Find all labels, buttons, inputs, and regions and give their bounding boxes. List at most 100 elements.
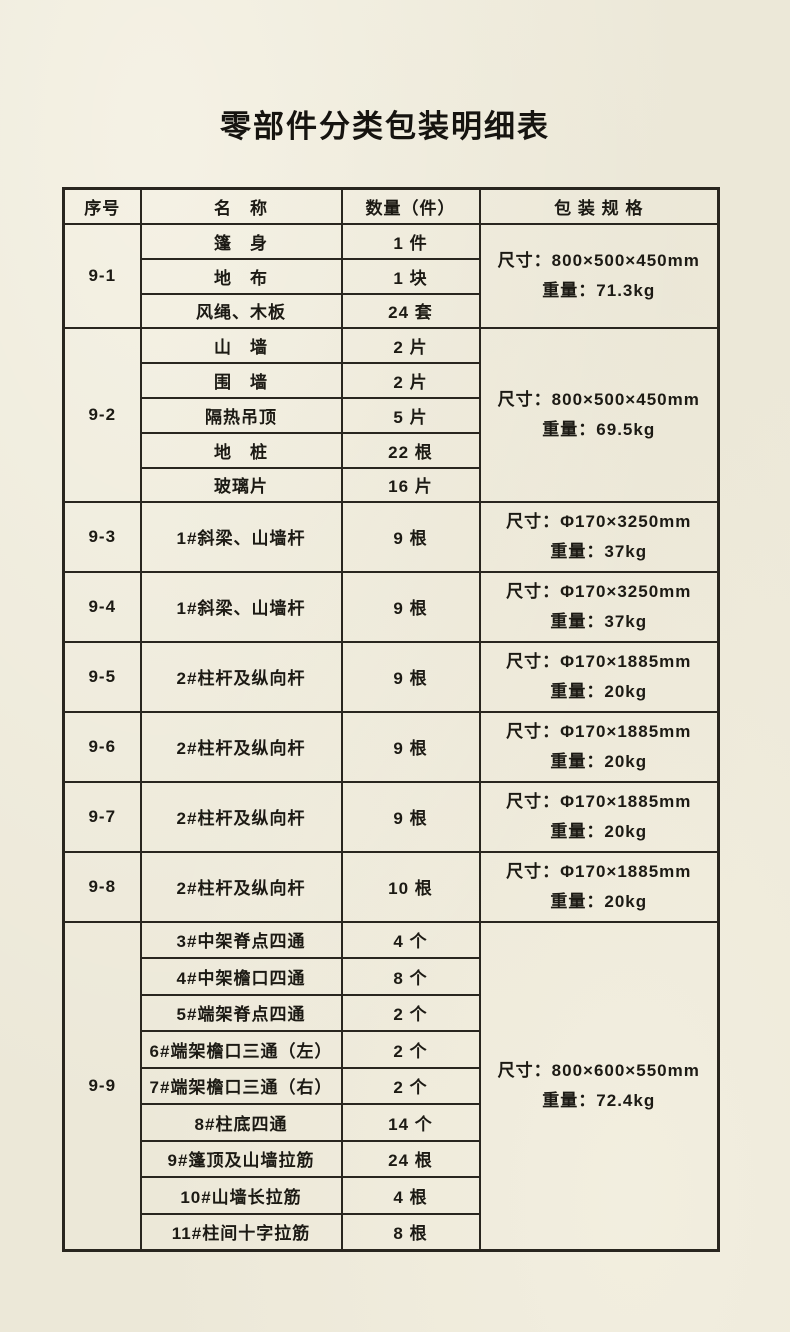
table-row: 9-2 山 墙 2 片 尺寸：800×500×450mm 重量：69.5kg	[62, 326, 720, 503]
spec-weight-line: 重量：20kg	[550, 751, 648, 771]
spec-cell-9-2: 尺寸：800×500×450mm 重量：69.5kg	[478, 326, 720, 503]
spec-cell-9-5: 尺寸：Φ170×1885mm 重量：20kg	[478, 640, 720, 713]
table-row: 9#篷顶及山墙拉筋 24 根	[64, 1139, 719, 1178]
spec-size-line: 尺寸：Φ170×1885mm	[506, 651, 692, 671]
part-qty-cell: 1 块	[340, 257, 481, 295]
spec-weight-line: 重量：72.4kg	[542, 1090, 656, 1110]
column-header-spec: 包 装 规 格	[478, 187, 720, 225]
part-qty-cell: 16 片	[340, 466, 481, 503]
group-id-9-8: 9-8	[62, 850, 142, 923]
part-name-cell: 隔热吊顶	[139, 396, 343, 434]
part-qty-cell: 9 根	[340, 780, 481, 853]
part-qty-cell: 9 根	[340, 500, 481, 573]
part-name-cell: 7#端架檐口三通（右）	[139, 1066, 343, 1105]
part-name-cell: 2#柱杆及纵向杆	[139, 850, 343, 923]
spec-weight-line: 重量：69.5kg	[542, 419, 656, 439]
table-row: 6#端架檐口三通（左） 2 个	[64, 1030, 719, 1069]
spec-size-line: 尺寸：800×500×450mm	[497, 250, 700, 270]
table-row: 玻璃片 16 片	[64, 466, 719, 503]
spec-cell-9-6: 尺寸：Φ170×1885mm 重量：20kg	[478, 710, 720, 783]
spec-weight-line: 重量：37kg	[550, 541, 648, 561]
table-row: 10#山墙长拉筋 4 根	[64, 1176, 719, 1215]
table-row: 风绳、木板 24 套	[64, 292, 719, 329]
part-qty-cell: 14 个	[340, 1103, 481, 1142]
table-row: 9-9 3#中架脊点四通 4 个 尺寸：800×600×550mm 重量：72.…	[62, 920, 720, 1251]
part-name-cell: 地 桩	[139, 431, 343, 469]
spec-size-line: 尺寸：Φ170×3250mm	[506, 511, 692, 531]
spec-cell-9-1: 尺寸：800×500×450mm 重量：71.3kg	[478, 222, 720, 329]
part-qty-cell: 4 个	[340, 920, 481, 959]
part-qty-cell: 8 根	[340, 1212, 481, 1251]
group-id-9-3: 9-3	[62, 500, 142, 573]
part-qty-cell: 2 个	[340, 993, 481, 1032]
part-name-cell: 5#端架脊点四通	[139, 993, 343, 1032]
table-header-row: 序号 名 称 数量（件） 包 装 规 格	[62, 187, 720, 225]
spec-cell-9-4: 尺寸：Φ170×3250mm 重量：37kg	[478, 570, 720, 643]
group-id-9-4: 9-4	[62, 570, 142, 643]
part-qty-cell: 2 个	[340, 1030, 481, 1069]
spec-size-line: 尺寸：Φ170×1885mm	[506, 791, 692, 811]
column-header-index: 序号	[62, 187, 142, 225]
part-qty-cell: 2 片	[340, 361, 481, 399]
spec-cell-9-7: 尺寸：Φ170×1885mm 重量：20kg	[478, 780, 720, 853]
table-row: 地 布 1 块	[64, 257, 719, 295]
part-name-cell: 地 布	[139, 257, 343, 295]
part-name-cell: 9#篷顶及山墙拉筋	[139, 1139, 343, 1178]
table-row: 围 墙 2 片	[64, 361, 719, 399]
part-name-cell: 2#柱杆及纵向杆	[139, 780, 343, 853]
table-row: 9-5 2#柱杆及纵向杆 9 根 尺寸：Φ170×1885mm 重量：20kg	[62, 640, 720, 713]
part-name-cell: 1#斜梁、山墙杆	[139, 570, 343, 643]
group-id-9-5: 9-5	[62, 640, 142, 713]
part-name-cell: 篷 身	[139, 222, 343, 260]
group-id-9-2: 9-2	[62, 326, 142, 503]
spec-size-line: 尺寸：Φ170×3250mm	[506, 581, 692, 601]
column-header-qty: 数量（件）	[340, 187, 481, 225]
table-row: 5#端架脊点四通 2 个	[64, 993, 719, 1032]
part-qty-cell: 9 根	[340, 570, 481, 643]
table-row: 4#中架檐口四通 8 个	[64, 957, 719, 996]
part-qty-cell: 5 片	[340, 396, 481, 434]
spec-cell-9-3: 尺寸：Φ170×3250mm 重量：37kg	[478, 500, 720, 573]
part-qty-cell: 24 套	[340, 292, 481, 329]
part-qty-cell: 4 根	[340, 1176, 481, 1215]
page-title: 零部件分类包装明细表	[220, 109, 550, 144]
parts-packing-table: 序号 名 称 数量（件） 包 装 规 格 9-1 篷 身 1 件 尺寸：800×…	[62, 187, 720, 1252]
part-qty-cell: 9 根	[340, 710, 481, 783]
part-name-cell: 2#柱杆及纵向杆	[139, 710, 343, 783]
part-qty-cell: 8 个	[340, 957, 481, 996]
table-row: 11#柱间十字拉筋 8 根	[64, 1212, 719, 1251]
part-qty-cell: 22 根	[340, 431, 481, 469]
part-qty-cell: 9 根	[340, 640, 481, 713]
group-id-9-6: 9-6	[62, 710, 142, 783]
part-name-cell: 玻璃片	[139, 466, 343, 503]
spec-weight-line: 重量：20kg	[550, 821, 648, 841]
table-row: 9-7 2#柱杆及纵向杆 9 根 尺寸：Φ170×1885mm 重量：20kg	[62, 780, 720, 853]
column-header-name: 名 称	[139, 187, 343, 225]
part-qty-cell: 24 根	[340, 1139, 481, 1178]
part-qty-cell: 10 根	[340, 850, 481, 923]
table-row: 9-4 1#斜梁、山墙杆 9 根 尺寸：Φ170×3250mm 重量：37kg	[62, 570, 720, 643]
spec-weight-line: 重量：71.3kg	[542, 280, 656, 300]
part-name-cell: 4#中架檐口四通	[139, 957, 343, 996]
table-row: 隔热吊顶 5 片	[64, 396, 719, 434]
part-name-cell: 10#山墙长拉筋	[139, 1176, 343, 1215]
part-name-cell: 围 墙	[139, 361, 343, 399]
spec-size-line: 尺寸：800×500×450mm	[497, 389, 700, 409]
table-row: 9-1 篷 身 1 件 尺寸：800×500×450mm 重量：71.3kg	[62, 222, 720, 329]
spec-size-line: 尺寸：Φ170×1885mm	[506, 721, 692, 741]
group-id-9-7: 9-7	[62, 780, 142, 853]
part-name-cell: 1#斜梁、山墙杆	[139, 500, 343, 573]
table-row: 7#端架檐口三通（右） 2 个	[64, 1066, 719, 1105]
spec-cell-9-9: 尺寸：800×600×550mm 重量：72.4kg	[478, 920, 720, 1251]
spec-size-line: 尺寸：Φ170×1885mm	[506, 861, 692, 881]
group-id-9-9: 9-9	[62, 920, 142, 1251]
table-row: 9-6 2#柱杆及纵向杆 9 根 尺寸：Φ170×1885mm 重量：20kg	[62, 710, 720, 783]
table-row: 地 桩 22 根	[64, 431, 719, 469]
part-qty-cell: 2 片	[340, 326, 481, 364]
spec-cell-9-8: 尺寸：Φ170×1885mm 重量：20kg	[478, 850, 720, 923]
part-name-cell: 风绳、木板	[139, 292, 343, 329]
part-name-cell: 山 墙	[139, 326, 343, 364]
spec-weight-line: 重量：37kg	[550, 611, 648, 631]
spec-weight-line: 重量：20kg	[550, 681, 648, 701]
group-id-9-1: 9-1	[62, 222, 142, 329]
